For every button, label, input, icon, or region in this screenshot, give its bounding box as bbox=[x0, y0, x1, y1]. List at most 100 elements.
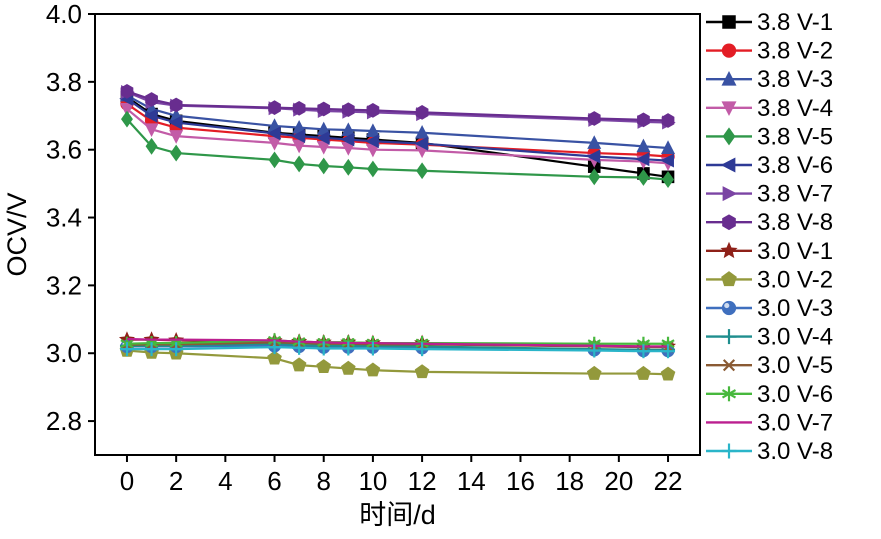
x-tick-label: 8 bbox=[316, 466, 330, 496]
y-axis-title: OCV/V bbox=[2, 192, 32, 276]
plot-frame bbox=[94, 13, 701, 456]
star-marker bbox=[720, 241, 738, 259]
series-3-8-V-5 bbox=[121, 110, 674, 188]
plus-marker bbox=[292, 340, 307, 355]
legend-label: 3.8 V-2 bbox=[757, 38, 833, 65]
legend-item: 3.8 V-8 bbox=[706, 209, 833, 236]
circle-marker bbox=[721, 43, 737, 58]
diamond-marker bbox=[416, 162, 429, 180]
x-tick-label: 16 bbox=[506, 466, 535, 496]
diamond-marker bbox=[366, 160, 379, 178]
diamond-marker bbox=[145, 137, 158, 155]
y-tick-label: 2.8 bbox=[46, 406, 82, 436]
triangle-left-marker bbox=[266, 126, 281, 141]
x-tick-label: 0 bbox=[120, 466, 134, 496]
triangle-down-marker bbox=[365, 143, 380, 158]
triangle-left-marker bbox=[635, 152, 650, 167]
diamond-marker bbox=[342, 158, 355, 176]
plus-marker bbox=[636, 344, 651, 359]
diamond-marker bbox=[588, 168, 601, 186]
legend-item: 3.0 V-3 bbox=[706, 295, 833, 322]
y-tick-label: 3.6 bbox=[46, 135, 82, 165]
hexagon-marker bbox=[120, 83, 134, 99]
triangle-up-marker bbox=[292, 119, 307, 134]
plus-marker bbox=[341, 341, 356, 356]
triangle-left-marker bbox=[143, 108, 158, 123]
diamond-marker bbox=[170, 144, 183, 162]
triangle-left-marker bbox=[340, 132, 355, 147]
legend-label: 3.8 V-1 bbox=[757, 9, 833, 36]
plus-marker bbox=[365, 341, 380, 356]
x-axis: 0 2 4 6 8 10 12 14 16 18 20 22 bbox=[120, 455, 683, 496]
legend-item: 3.8 V-1 bbox=[706, 9, 833, 36]
legend-label: 3.0 V-4 bbox=[757, 324, 833, 351]
diamond-marker bbox=[662, 171, 674, 188]
x-marker bbox=[722, 359, 736, 372]
hexagon-marker bbox=[415, 105, 429, 120]
triangle-down-marker bbox=[144, 123, 159, 138]
legend-item: 3.0 V-6 bbox=[706, 381, 833, 408]
triangle-left-marker bbox=[586, 149, 601, 164]
plus-marker bbox=[169, 342, 184, 357]
legend-label: 3.8 V-5 bbox=[757, 123, 833, 150]
legend-label: 3.8 V-7 bbox=[757, 181, 833, 208]
series-line bbox=[126, 337, 669, 348]
legend-item: 3.8 V-5 bbox=[706, 123, 833, 150]
triangle-up-marker bbox=[415, 125, 430, 139]
triangle-up-marker bbox=[587, 135, 602, 149]
series-3-8-V-6 bbox=[119, 91, 674, 168]
x-tick-label: 12 bbox=[408, 466, 437, 496]
legend-label: 3.0 V-7 bbox=[757, 409, 833, 436]
y-tick-label: 3.8 bbox=[46, 67, 82, 97]
legend-label: 3.0 V-2 bbox=[757, 266, 833, 293]
series-3-0-V-8 bbox=[119, 340, 676, 359]
hexagon-marker bbox=[637, 112, 650, 128]
triangle-up-marker bbox=[661, 140, 676, 154]
series-line bbox=[126, 349, 669, 376]
series-line bbox=[126, 94, 669, 150]
x-tick-label: 20 bbox=[604, 466, 633, 496]
legend-item: 3.0 V-1 bbox=[706, 238, 833, 265]
pentagon-marker bbox=[636, 365, 651, 380]
triangle-up-marker bbox=[721, 70, 737, 86]
triangle-left-marker bbox=[660, 153, 674, 168]
plus-marker bbox=[661, 344, 676, 359]
pentagon-marker bbox=[316, 359, 332, 374]
diamond-marker bbox=[293, 155, 306, 173]
hexagon-marker bbox=[317, 101, 331, 117]
pentagon-marker bbox=[660, 366, 676, 381]
triangle-down-marker bbox=[292, 139, 307, 154]
series-3-8-V-8 bbox=[120, 83, 675, 128]
pentagon-marker bbox=[340, 360, 356, 375]
x-tick-label: 10 bbox=[358, 466, 387, 496]
triangle-down-marker bbox=[341, 142, 356, 156]
x-tick-label: 2 bbox=[169, 466, 183, 496]
plus-marker bbox=[267, 340, 282, 355]
triangle-left-marker bbox=[316, 130, 330, 145]
hexagon-marker bbox=[292, 100, 306, 116]
pentagon-marker bbox=[365, 362, 381, 377]
x-tick-label: 22 bbox=[654, 466, 683, 496]
triangle-down-marker bbox=[169, 130, 184, 144]
legend-label: 3.0 V-5 bbox=[757, 352, 833, 379]
plus-marker bbox=[587, 343, 602, 358]
legend-item: 3.0 V-8 bbox=[706, 438, 833, 465]
sphere-marker bbox=[721, 300, 737, 316]
triangle-down-marker bbox=[119, 103, 134, 117]
hexagon-marker bbox=[661, 113, 675, 128]
plus-marker bbox=[415, 342, 430, 357]
hexagon-marker bbox=[169, 97, 183, 113]
diamond-marker bbox=[722, 127, 736, 146]
triangle-up-marker bbox=[636, 138, 651, 153]
y-axis: 2.8 3.0 3.2 3.4 3.6 3.8 4.0 bbox=[46, 0, 95, 436]
y-tick-label: 3.4 bbox=[46, 203, 82, 233]
legend-item: 3.8 V-3 bbox=[706, 66, 833, 93]
pentagon-marker bbox=[721, 271, 737, 287]
legend-label: 3.8 V-4 bbox=[757, 95, 833, 122]
triangle-down-marker bbox=[267, 136, 282, 151]
pentagon-marker bbox=[267, 350, 282, 365]
triangle-up-marker bbox=[365, 123, 380, 137]
hexagon-marker bbox=[145, 92, 158, 107]
legend-item: 3.8 V-6 bbox=[706, 152, 833, 179]
